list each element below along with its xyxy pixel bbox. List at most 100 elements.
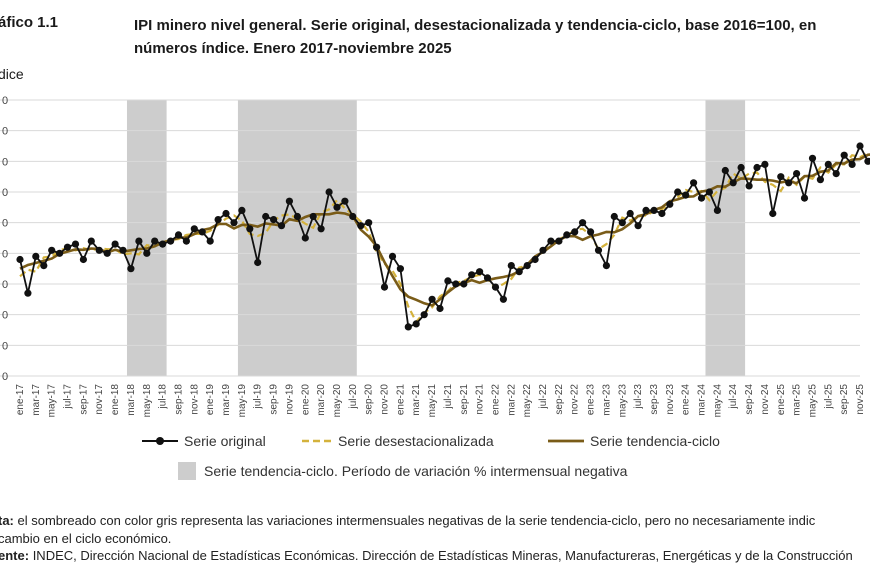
x-tick-label: may-18 xyxy=(142,384,153,418)
series-original-point xyxy=(634,222,642,230)
x-tick-label: nov-23 xyxy=(665,384,676,415)
series-original-point xyxy=(690,179,698,187)
note-text-1: el sombreado con color gris representa l… xyxy=(17,513,816,528)
series-original-point xyxy=(713,206,722,214)
x-tick-label: nov-19 xyxy=(284,384,295,415)
series-original-point xyxy=(32,252,40,260)
series-original-point xyxy=(111,240,119,248)
series-original-point xyxy=(531,255,539,264)
x-tick-label: mar-24 xyxy=(697,384,708,416)
series-original-point xyxy=(547,237,555,245)
series-original-point xyxy=(309,212,317,221)
chart-area: 0 0 0 0 0 0 0 0 0 0 ene-17 mar-17 may-17 jul-17 sep-1… xyxy=(0,95,870,480)
x-tick-label: jul-20 xyxy=(348,384,359,410)
series-original-point xyxy=(571,228,579,236)
series-original-point xyxy=(71,240,80,248)
series-original-point xyxy=(697,194,706,202)
x-tick-label: mar-22 xyxy=(506,384,517,416)
series-original-point xyxy=(460,280,468,288)
series-original-point xyxy=(468,271,476,279)
series-original-point xyxy=(420,311,428,319)
x-tick-label: mar-18 xyxy=(126,384,137,416)
series-original-point xyxy=(182,237,190,245)
x-tick-label: mar-19 xyxy=(221,384,232,416)
x-tick-label: nov-18 xyxy=(189,384,200,415)
series-original-point xyxy=(729,179,737,187)
series-original-point xyxy=(206,237,214,245)
series-original-point xyxy=(95,246,103,254)
series-original-point xyxy=(151,237,159,245)
series-original-point xyxy=(800,194,809,202)
series-original-point xyxy=(452,280,460,288)
series-original-point xyxy=(579,219,587,227)
series-original-point xyxy=(246,225,254,233)
chart-source: ente: INDEC, Dirección Nacional de Estad… xyxy=(0,548,853,563)
x-tick-label: nov-25 xyxy=(855,384,866,415)
series-original-point xyxy=(705,188,714,196)
x-tick-label: jul-18 xyxy=(158,384,169,410)
series-original-point xyxy=(174,231,183,239)
series-original-point xyxy=(507,262,515,270)
y-tick-label: 0 xyxy=(2,279,8,291)
series-original-point xyxy=(365,219,373,227)
x-tick-label: sep-18 xyxy=(173,384,184,415)
x-tick-label: sep-19 xyxy=(269,384,280,415)
series-trend-line xyxy=(19,153,870,307)
series-original-point xyxy=(777,173,785,181)
x-tick-label: may-24 xyxy=(712,384,723,418)
series-original-point xyxy=(515,268,523,276)
series-original-point xyxy=(341,197,349,205)
series-original-point xyxy=(483,274,492,282)
x-tick-label: nov-17 xyxy=(94,384,105,415)
x-tick-label: sep-25 xyxy=(839,384,850,415)
series-original-point xyxy=(373,243,381,251)
y-tick-label: 0 xyxy=(2,310,8,322)
x-tick-label: jul-24 xyxy=(728,384,739,410)
series-original-point xyxy=(785,179,793,187)
series-original-point xyxy=(618,219,626,227)
x-tick-label: may-19 xyxy=(237,384,248,418)
legend-trend-label: Serie tendencia-ciclo xyxy=(590,433,720,449)
x-tick-label: sep-24 xyxy=(744,384,755,415)
series-original-point xyxy=(16,255,24,264)
series-original-point xyxy=(428,295,436,303)
y-tick-label: 0 xyxy=(2,340,8,352)
series-original-point xyxy=(737,163,745,172)
series-original-point xyxy=(230,219,238,227)
series-original-point xyxy=(650,206,658,214)
x-tick-label: ene-21 xyxy=(395,384,406,416)
series-original-point xyxy=(40,262,48,270)
series-original-point xyxy=(87,237,95,245)
series-original-point xyxy=(48,246,56,254)
series-original-point xyxy=(333,203,341,211)
chart-title: IPI minero nivel general. Serie original… xyxy=(134,17,817,57)
x-tick-label: may-25 xyxy=(807,384,818,418)
series-original-point xyxy=(761,160,769,168)
series-original-point xyxy=(79,255,87,264)
series-original-point xyxy=(222,209,230,218)
series-original-point xyxy=(198,228,206,236)
series-original-point xyxy=(594,246,603,254)
x-tick-label: may-20 xyxy=(332,384,343,418)
y-axis-unit-label: dice xyxy=(0,66,24,82)
source-label: ente: xyxy=(0,548,30,563)
x-tick-label: sep-20 xyxy=(364,384,375,415)
y-tick-label: 0 xyxy=(2,187,8,199)
series-original-point xyxy=(317,225,325,233)
series-original-point xyxy=(270,216,278,224)
legend-shade-label: Serie tendencia-ciclo. Período de variac… xyxy=(204,463,628,479)
x-tick-label: ene-18 xyxy=(110,384,121,416)
series-original-point xyxy=(832,170,840,178)
series-original-point xyxy=(436,304,444,313)
series-original-point xyxy=(491,283,500,291)
x-tick-label: ene-25 xyxy=(776,384,787,416)
x-tick-label: mar-25 xyxy=(792,384,803,416)
series-original-point xyxy=(262,212,270,221)
series-original-point xyxy=(476,268,484,276)
x-tick-label: ene-20 xyxy=(300,384,311,416)
x-tick-label: ene-23 xyxy=(586,384,597,416)
series-original-point xyxy=(563,231,571,239)
x-tick-label: ene-24 xyxy=(681,384,692,416)
note-label: ta: xyxy=(0,513,14,528)
series-original-point xyxy=(159,240,167,248)
